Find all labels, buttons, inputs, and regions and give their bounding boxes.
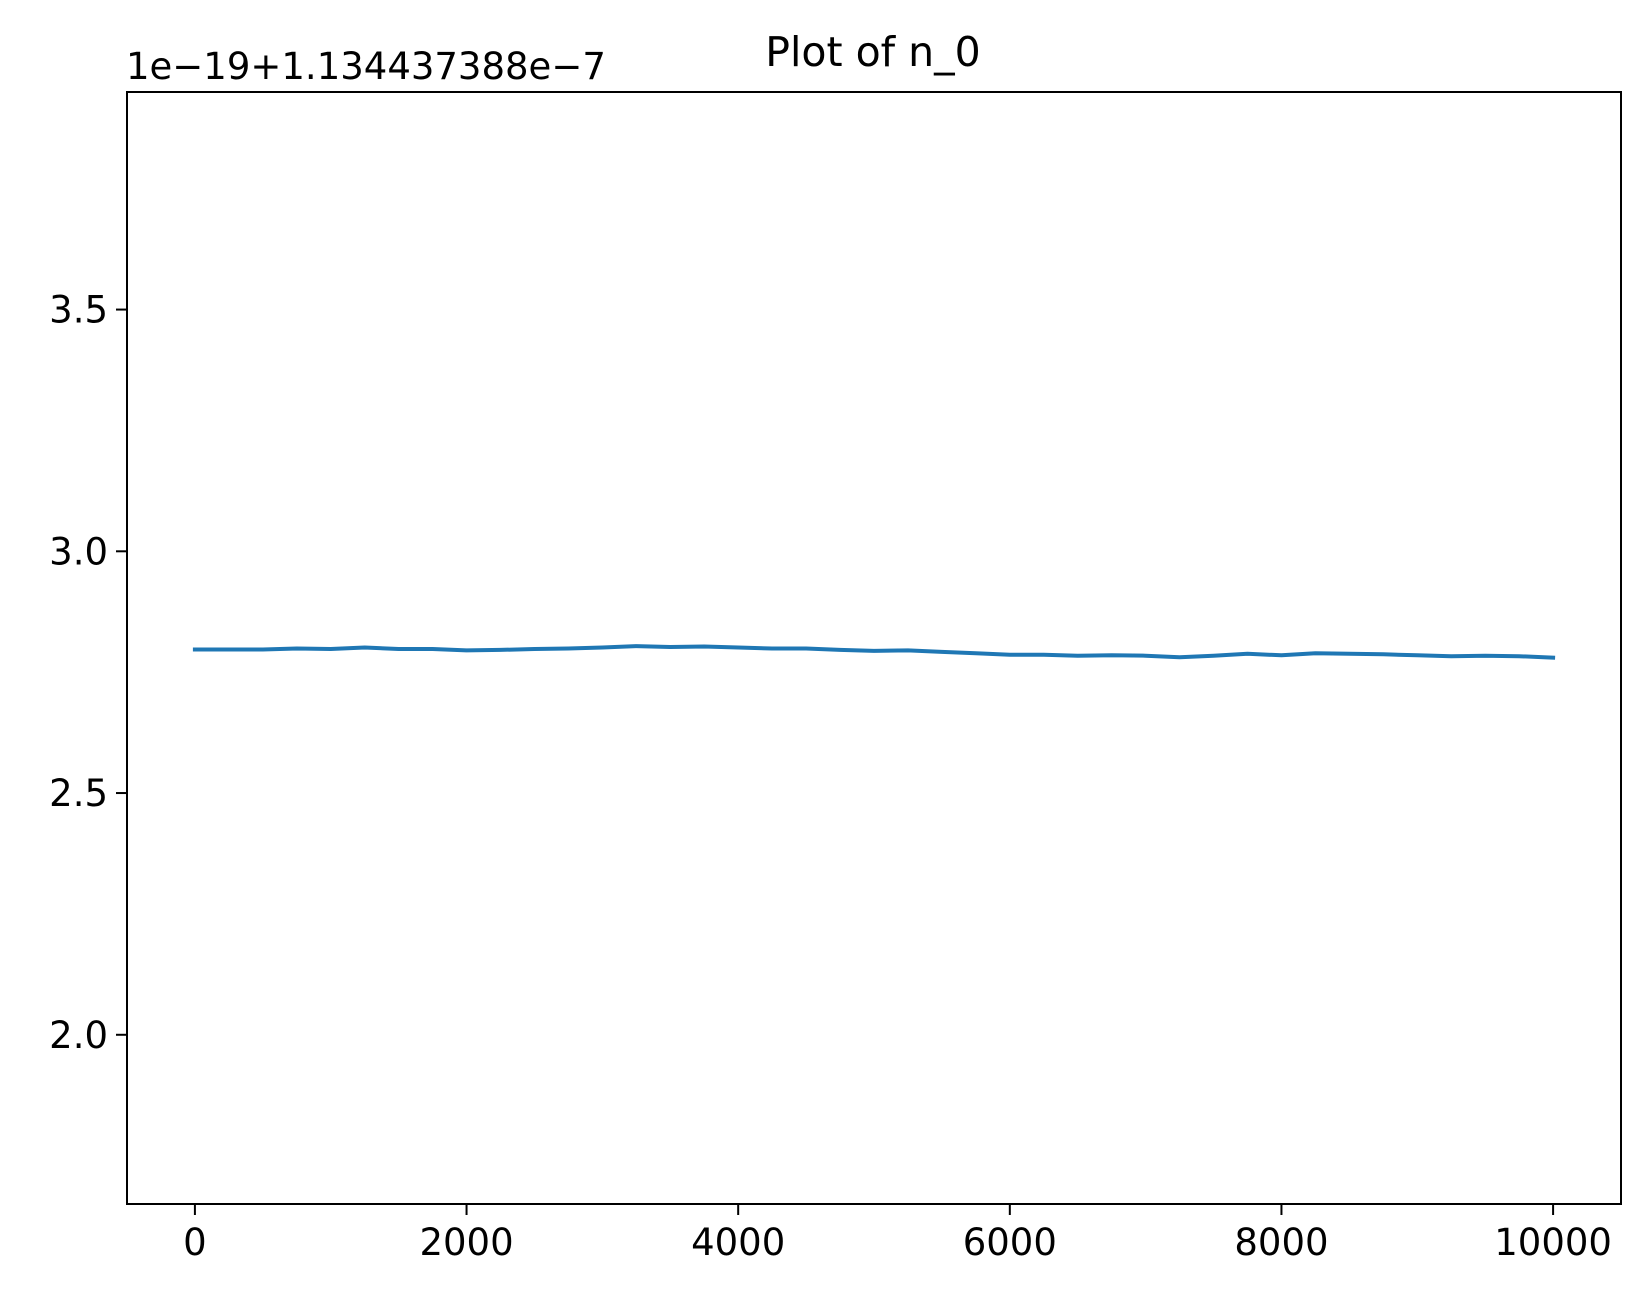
x-axis: 0 2000 4000 6000 8000 10000 [183, 1204, 1612, 1264]
chart-title: Plot of n_0 [765, 28, 980, 76]
plot-area [192, 644, 1556, 660]
x-tick-label: 10000 [1494, 1221, 1612, 1264]
y-tick-label: 3.5 [49, 289, 108, 332]
y-axis: 2.0 2.5 3.0 3.5 [49, 289, 127, 1057]
y-tick-label: 2.0 [49, 1014, 108, 1057]
axes-frame [126, 91, 1622, 1205]
y-tick-label: 3.0 [49, 530, 108, 573]
x-tick-label: 4000 [691, 1221, 785, 1264]
x-tick-label: 2000 [419, 1221, 513, 1264]
y-tick-label: 2.5 [49, 772, 108, 815]
y-offset-label: 1e−19+1.134437388e−7 [126, 45, 606, 88]
x-tick-label: 6000 [963, 1221, 1057, 1264]
x-tick-label: 8000 [1234, 1221, 1328, 1264]
x-tick-label: 0 [183, 1221, 207, 1264]
series-line [192, 644, 1556, 660]
